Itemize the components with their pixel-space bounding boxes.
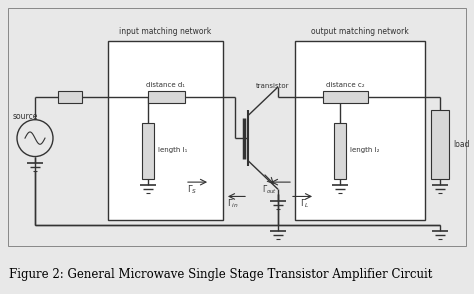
Text: source: source: [13, 111, 38, 121]
Text: $\Gamma_{in}$: $\Gamma_{in}$: [227, 198, 239, 210]
Bar: [142, 123, 154, 179]
Text: distance c₂: distance c₂: [326, 82, 365, 88]
Bar: [58, 91, 82, 103]
Bar: [148, 91, 185, 103]
Text: $\Gamma_S$: $\Gamma_S$: [187, 183, 197, 196]
Bar: [431, 111, 449, 179]
Circle shape: [17, 120, 53, 156]
Text: output matching network: output matching network: [311, 27, 409, 36]
Text: distance d₁: distance d₁: [146, 82, 185, 88]
Text: load: load: [453, 140, 470, 149]
Text: input matching network: input matching network: [119, 27, 211, 36]
Bar: [295, 41, 425, 220]
Text: $\Gamma_{out}$: $\Gamma_{out}$: [262, 183, 277, 196]
Bar: [108, 41, 223, 220]
Text: length l₂: length l₂: [350, 147, 380, 153]
Text: length l₁: length l₁: [158, 147, 187, 153]
Text: $\Gamma_L$: $\Gamma_L$: [300, 198, 310, 210]
Text: transistor: transistor: [256, 83, 290, 89]
Bar: [323, 91, 368, 103]
Text: Figure 2: General Microwave Single Stage Transistor Amplifier Circuit: Figure 2: General Microwave Single Stage…: [9, 268, 433, 281]
Bar: [334, 123, 346, 179]
